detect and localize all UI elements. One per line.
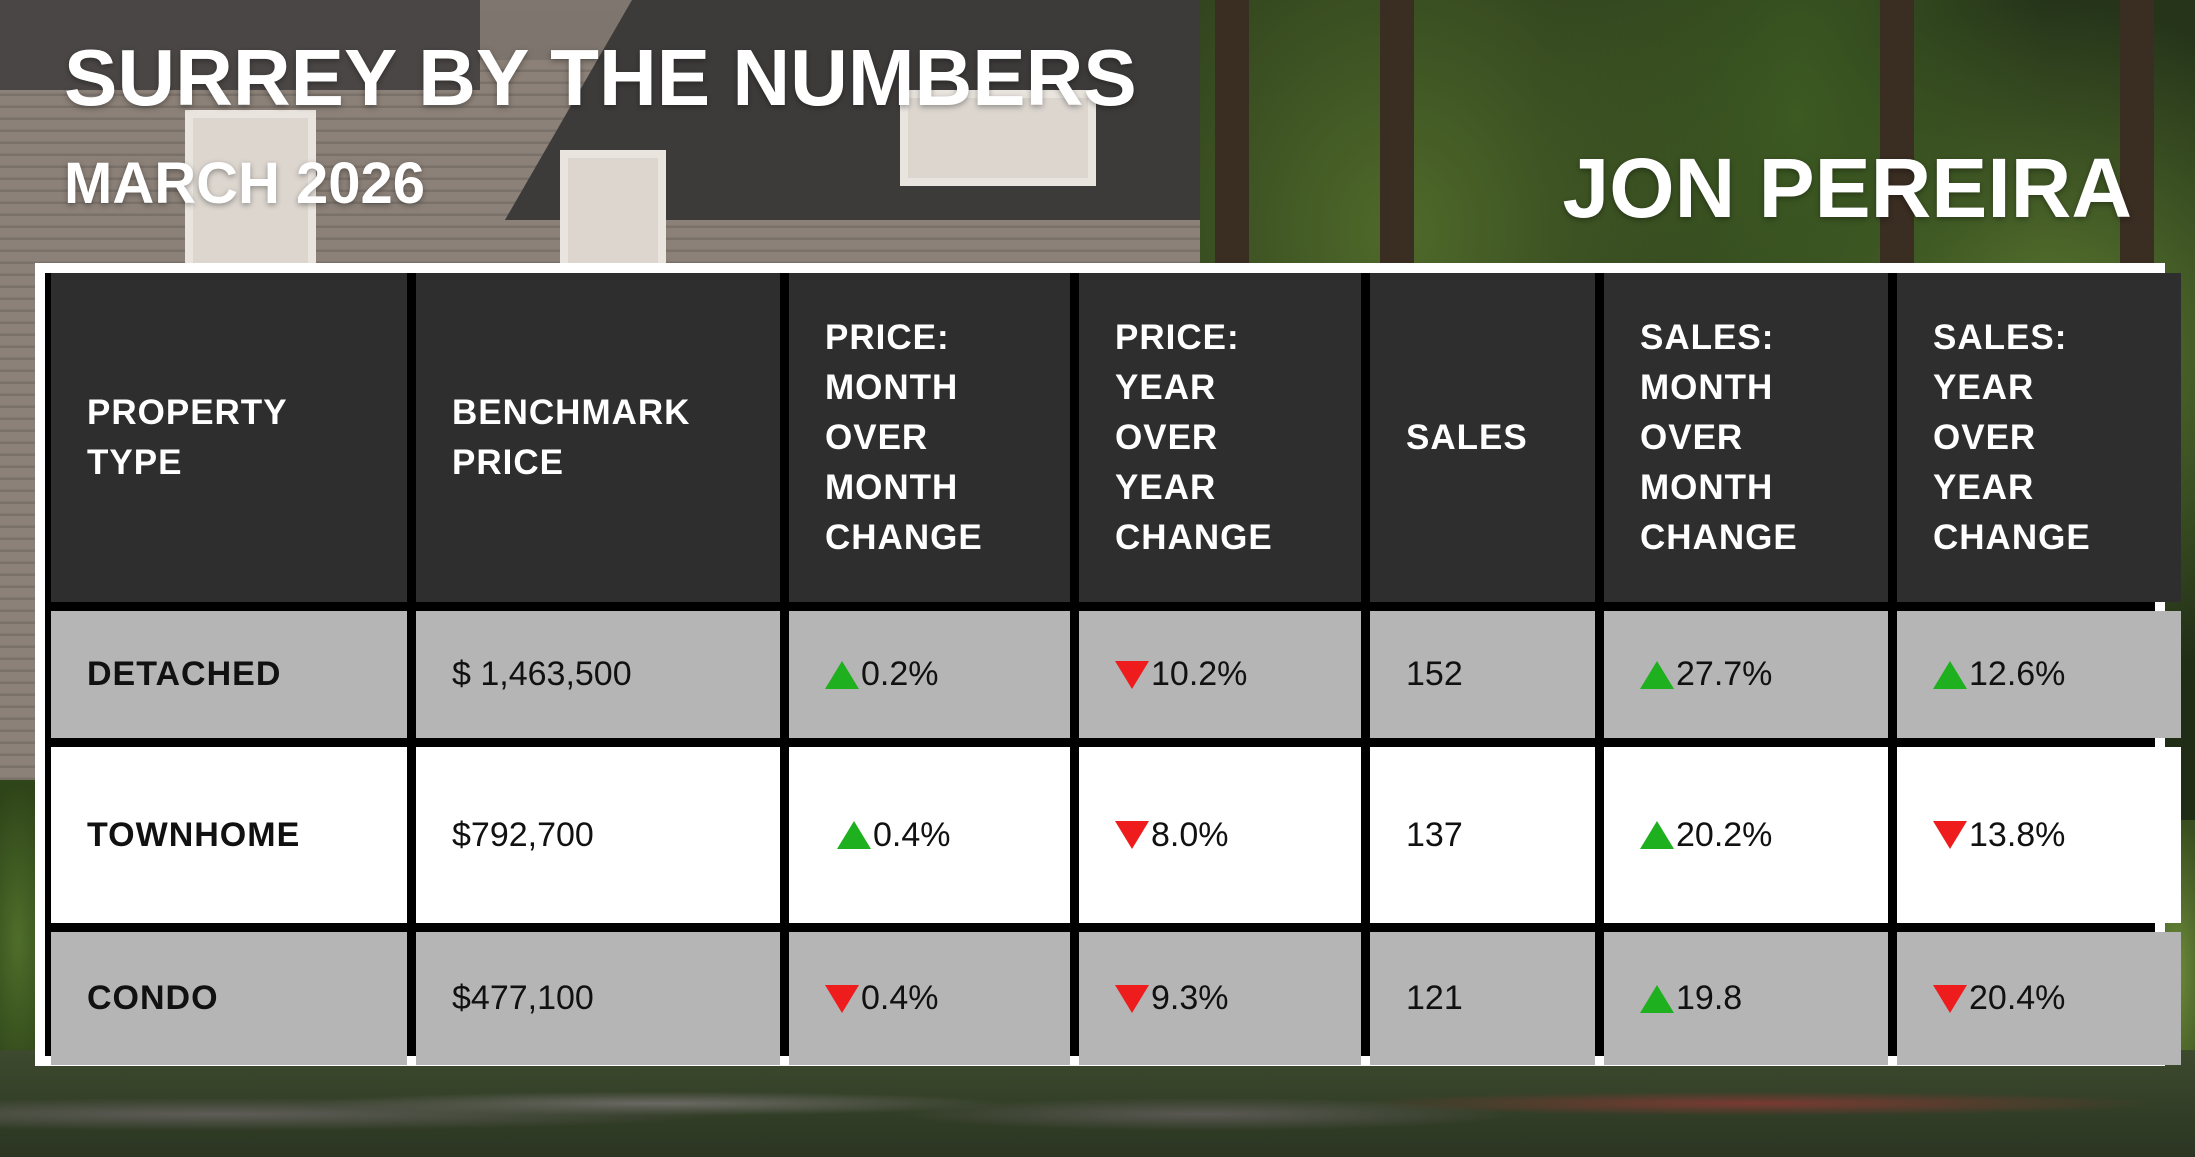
row-condo-sales-mom: 19.8 (1604, 932, 1888, 1065)
row-detached-sales-mom-value: 27.7% (1676, 655, 1773, 693)
house-window (900, 90, 1096, 186)
row-detached-sales-yoy-value: 12.6% (1969, 655, 2066, 693)
up-arrow-icon (825, 660, 859, 689)
down-arrow-icon (1115, 660, 1149, 689)
tree-trunk (1380, 0, 1414, 300)
up-arrow-icon (1640, 984, 1674, 1013)
column-header-sales: SALES (1370, 273, 1595, 602)
row-detached-price-mom-value: 0.2% (861, 655, 939, 693)
up-arrow-icon (1933, 660, 1967, 689)
row-townhome-price-mom: 0.4% (789, 747, 1070, 923)
row-condo-benchmark: $477,100 (416, 932, 780, 1065)
row-townhome-sales-mom-value: 20.2% (1676, 815, 1773, 854)
row-townhome-price-yoy-value: 8.0% (1151, 815, 1229, 854)
row-condo-price-yoy-value: 9.3% (1151, 979, 1229, 1017)
row-detached-price-mom: 0.2% (789, 611, 1070, 738)
row-condo-type: CONDO (51, 932, 407, 1065)
column-header-sales-mom: SALES: MONTH OVER MONTH CHANGE (1604, 273, 1888, 602)
up-arrow-icon (1640, 660, 1674, 689)
agent-name: JON PEREIRA (1562, 141, 2132, 235)
up-arrow-icon (1640, 821, 1674, 849)
row-detached-price-yoy-value: 10.2% (1151, 655, 1248, 693)
down-arrow-icon (825, 984, 859, 1013)
report-month: MARCH 2026 (64, 151, 425, 216)
up-arrow-icon (837, 821, 871, 849)
column-header-price-mom: PRICE: MONTH OVER MONTH CHANGE (789, 273, 1070, 602)
page-title: SURREY BY THE NUMBERS (64, 33, 1137, 122)
row-townhome-price-mom-value: 0.4% (873, 815, 951, 854)
row-condo-sales-yoy: 20.4% (1897, 932, 2181, 1065)
tree-trunk (1215, 0, 1249, 300)
row-condo-sales-yoy-value: 20.4% (1969, 979, 2066, 1017)
down-arrow-icon (1115, 984, 1149, 1013)
row-detached-price-yoy: 10.2% (1079, 611, 1361, 738)
row-townhome-benchmark: $792,700 (416, 747, 780, 923)
column-header-benchmark-price: BENCHMARK PRICE (416, 273, 780, 602)
row-condo-sales-mom-value: 19.8 (1676, 979, 1743, 1017)
column-header-sales-yoy: SALES: YEAR OVER YEAR CHANGE (1897, 273, 2181, 602)
down-arrow-icon (1933, 984, 1967, 1013)
row-condo-price-mom: 0.4% (789, 932, 1070, 1065)
column-header-price-yoy: PRICE: YEAR OVER YEAR CHANGE (1079, 273, 1361, 602)
row-detached-sales-mom: 27.7% (1604, 611, 1888, 738)
row-townhome-type: TOWNHOME (51, 747, 407, 923)
row-condo-price-yoy: 9.3% (1079, 932, 1361, 1065)
row-condo-sales: 121 (1370, 932, 1595, 1065)
row-detached-benchmark: $ 1,463,500 (416, 611, 780, 738)
column-header-property-type: PROPERTY TYPE (51, 273, 407, 602)
down-arrow-icon (1115, 821, 1149, 849)
row-detached-sales-yoy: 12.6% (1897, 611, 2181, 738)
row-townhome-sales-yoy-value: 13.8% (1969, 815, 2066, 854)
tree-trunk (1880, 0, 1914, 300)
row-condo-price-mom-value: 0.4% (861, 979, 939, 1017)
stats-grid: PROPERTY TYPE BENCHMARK PRICE PRICE: MON… (45, 273, 2181, 1065)
tree-trunk (2120, 0, 2154, 300)
stats-table: PROPERTY TYPE BENCHMARK PRICE PRICE: MON… (35, 263, 2181, 1066)
row-detached-type: DETACHED (51, 611, 407, 738)
row-townhome-price-yoy: 8.0% (1079, 747, 1361, 923)
rock-garden (0, 1050, 2195, 1157)
row-townhome-sales-yoy: 13.8% (1897, 747, 2181, 923)
house-roof-left (0, 0, 480, 90)
row-detached-sales: 152 (1370, 611, 1595, 738)
row-townhome-sales-mom: 20.2% (1604, 747, 1888, 923)
row-townhome-sales: 137 (1370, 747, 1595, 923)
house-window (560, 150, 666, 276)
down-arrow-icon (1933, 821, 1967, 849)
